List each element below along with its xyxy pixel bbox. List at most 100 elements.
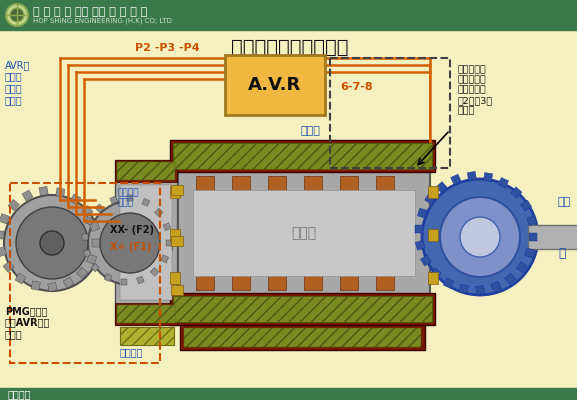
Bar <box>0 0 577 30</box>
Circle shape <box>4 195 100 291</box>
Bar <box>151 268 159 276</box>
Bar <box>121 279 127 285</box>
Bar <box>85 217 93 225</box>
Bar <box>52 235 130 251</box>
Bar <box>115 160 177 325</box>
Bar <box>63 277 74 288</box>
Text: 励磁转子
和定子: 励磁转子 和定子 <box>117 188 138 207</box>
Bar <box>170 140 435 172</box>
Text: 从主定子来
的交流电源
和传感信号
（2相或3相
感应）: 从主定子来 的交流电源 和传感信号 （2相或3相 感应） <box>458 65 493 116</box>
Bar <box>459 284 469 293</box>
Bar <box>95 204 104 212</box>
Bar <box>115 303 177 325</box>
Bar <box>428 229 438 241</box>
Bar <box>498 178 508 188</box>
Bar <box>528 225 577 249</box>
Bar <box>425 193 436 204</box>
Bar <box>516 262 527 273</box>
Bar <box>180 325 425 350</box>
Text: X+ (F1): X+ (F1) <box>110 242 151 252</box>
Circle shape <box>460 217 500 257</box>
Circle shape <box>6 4 28 26</box>
Bar <box>22 190 33 201</box>
Bar <box>520 200 531 211</box>
Bar <box>77 267 88 278</box>
Text: 轴: 轴 <box>558 247 565 260</box>
Bar <box>171 236 183 246</box>
Bar <box>170 293 435 325</box>
Bar <box>87 254 97 264</box>
Text: AVR输
出直流
电给励
磁定子: AVR输 出直流 电给励 磁定子 <box>5 60 31 105</box>
Bar <box>170 272 180 284</box>
Bar <box>491 281 501 292</box>
Bar <box>415 240 425 250</box>
Bar <box>232 176 250 290</box>
Bar <box>268 176 286 290</box>
Bar <box>104 274 112 282</box>
Bar <box>89 221 100 232</box>
Bar <box>430 268 441 279</box>
Bar <box>505 273 516 284</box>
Bar <box>475 286 485 294</box>
Text: 合 成 工 程 （香 港） 有 限 公 司: 合 成 工 程 （香 港） 有 限 公 司 <box>33 7 147 17</box>
Text: P2 -P3 -P4: P2 -P3 -P4 <box>135 43 200 53</box>
Bar <box>8 200 20 211</box>
Bar <box>0 214 9 224</box>
Bar <box>83 249 91 257</box>
Bar <box>117 305 175 323</box>
Bar <box>340 176 358 290</box>
Bar <box>120 185 172 300</box>
Bar <box>39 186 48 196</box>
Bar <box>10 183 160 363</box>
Text: 6-7-8: 6-7-8 <box>340 82 373 92</box>
Bar <box>467 172 477 180</box>
Bar <box>173 296 432 322</box>
Bar <box>196 176 214 290</box>
Circle shape <box>422 179 538 295</box>
Bar <box>436 182 447 193</box>
Bar <box>31 281 40 290</box>
Bar <box>529 233 537 241</box>
Bar <box>178 168 430 298</box>
Bar <box>430 220 490 246</box>
Bar <box>70 194 81 205</box>
Bar <box>443 278 454 288</box>
Bar <box>451 174 461 185</box>
Bar <box>171 185 183 195</box>
Text: PMG提供电
源给AVR（安
装时）: PMG提供电 源给AVR（安 装时） <box>5 306 50 339</box>
Bar <box>0 231 4 239</box>
Bar <box>184 328 421 347</box>
Bar <box>142 198 150 206</box>
Bar <box>48 282 57 292</box>
Bar <box>110 196 118 204</box>
Bar <box>428 186 438 198</box>
Bar <box>127 195 133 201</box>
Bar <box>524 248 534 258</box>
Bar <box>415 225 423 233</box>
Bar <box>428 272 438 284</box>
Bar <box>92 239 100 247</box>
Text: XX- (F2): XX- (F2) <box>110 225 154 235</box>
Bar <box>155 208 163 217</box>
Bar <box>82 206 93 217</box>
Bar <box>376 176 394 290</box>
Bar <box>484 173 493 182</box>
Bar <box>511 187 522 198</box>
Bar <box>163 223 171 231</box>
Bar <box>330 58 450 168</box>
Text: 轴承: 轴承 <box>558 197 571 207</box>
Bar <box>170 186 180 198</box>
Circle shape <box>10 8 24 22</box>
Bar <box>0 246 7 257</box>
Circle shape <box>100 213 160 273</box>
Circle shape <box>88 201 172 285</box>
Bar <box>115 160 177 182</box>
Bar <box>55 188 65 197</box>
Bar <box>304 176 322 290</box>
Bar <box>15 273 26 284</box>
Bar <box>171 285 183 295</box>
Bar <box>193 190 415 276</box>
Circle shape <box>440 197 520 277</box>
Bar <box>418 208 428 218</box>
Bar <box>120 327 174 345</box>
